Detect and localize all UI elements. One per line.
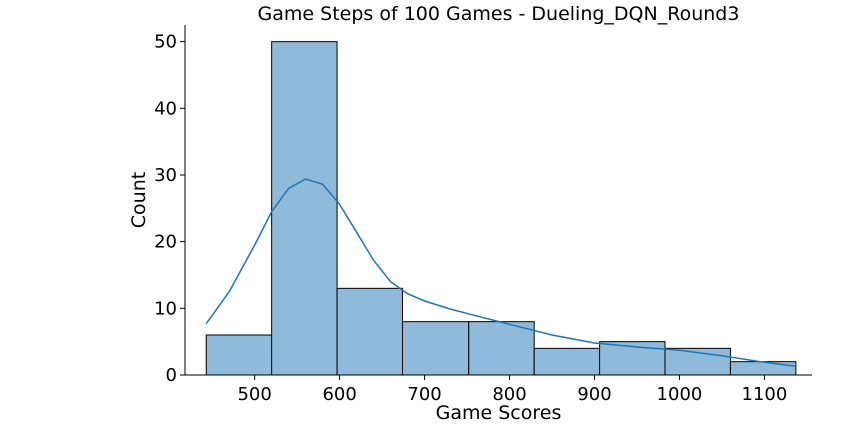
y-axis-title: Count	[128, 172, 150, 228]
x-tick-label: 700	[407, 384, 441, 405]
x-tick-label: 600	[322, 384, 356, 405]
y-tick-label: 30	[154, 165, 177, 186]
chart-title: Game Steps of 100 Games - Dueling_DQN_Ro…	[258, 3, 740, 25]
y-tick-label: 40	[154, 98, 177, 119]
histogram-bar	[336, 287, 403, 376]
x-tick-label: 900	[577, 384, 611, 405]
y-tick-label: 20	[154, 232, 177, 253]
y-ticks: 0 10 20 30 40 50	[154, 32, 185, 386]
kde-layer	[205, 178, 796, 368]
histogram-bar	[468, 321, 535, 376]
bars-group	[205, 41, 797, 376]
y-tick-label: 0	[166, 365, 177, 386]
histogram-bar	[729, 361, 797, 376]
x-ticks: 500 600 700 800 900 1000 1100	[237, 375, 787, 405]
kde-curve	[205, 178, 796, 368]
histogram-bar	[533, 347, 601, 376]
x-tick-label: 1000	[657, 384, 703, 405]
x-tick-label: 500	[237, 384, 271, 405]
x-tick-label: 1100	[742, 384, 788, 405]
x-tick-label: 800	[492, 384, 526, 405]
y-tick-label: 10	[154, 298, 177, 319]
x-axis-title: Game Scores	[436, 402, 562, 424]
histogram-bar	[401, 321, 470, 376]
histogram-bar	[205, 334, 273, 376]
histogram-bar	[271, 41, 338, 376]
y-tick-label: 50	[154, 32, 177, 53]
